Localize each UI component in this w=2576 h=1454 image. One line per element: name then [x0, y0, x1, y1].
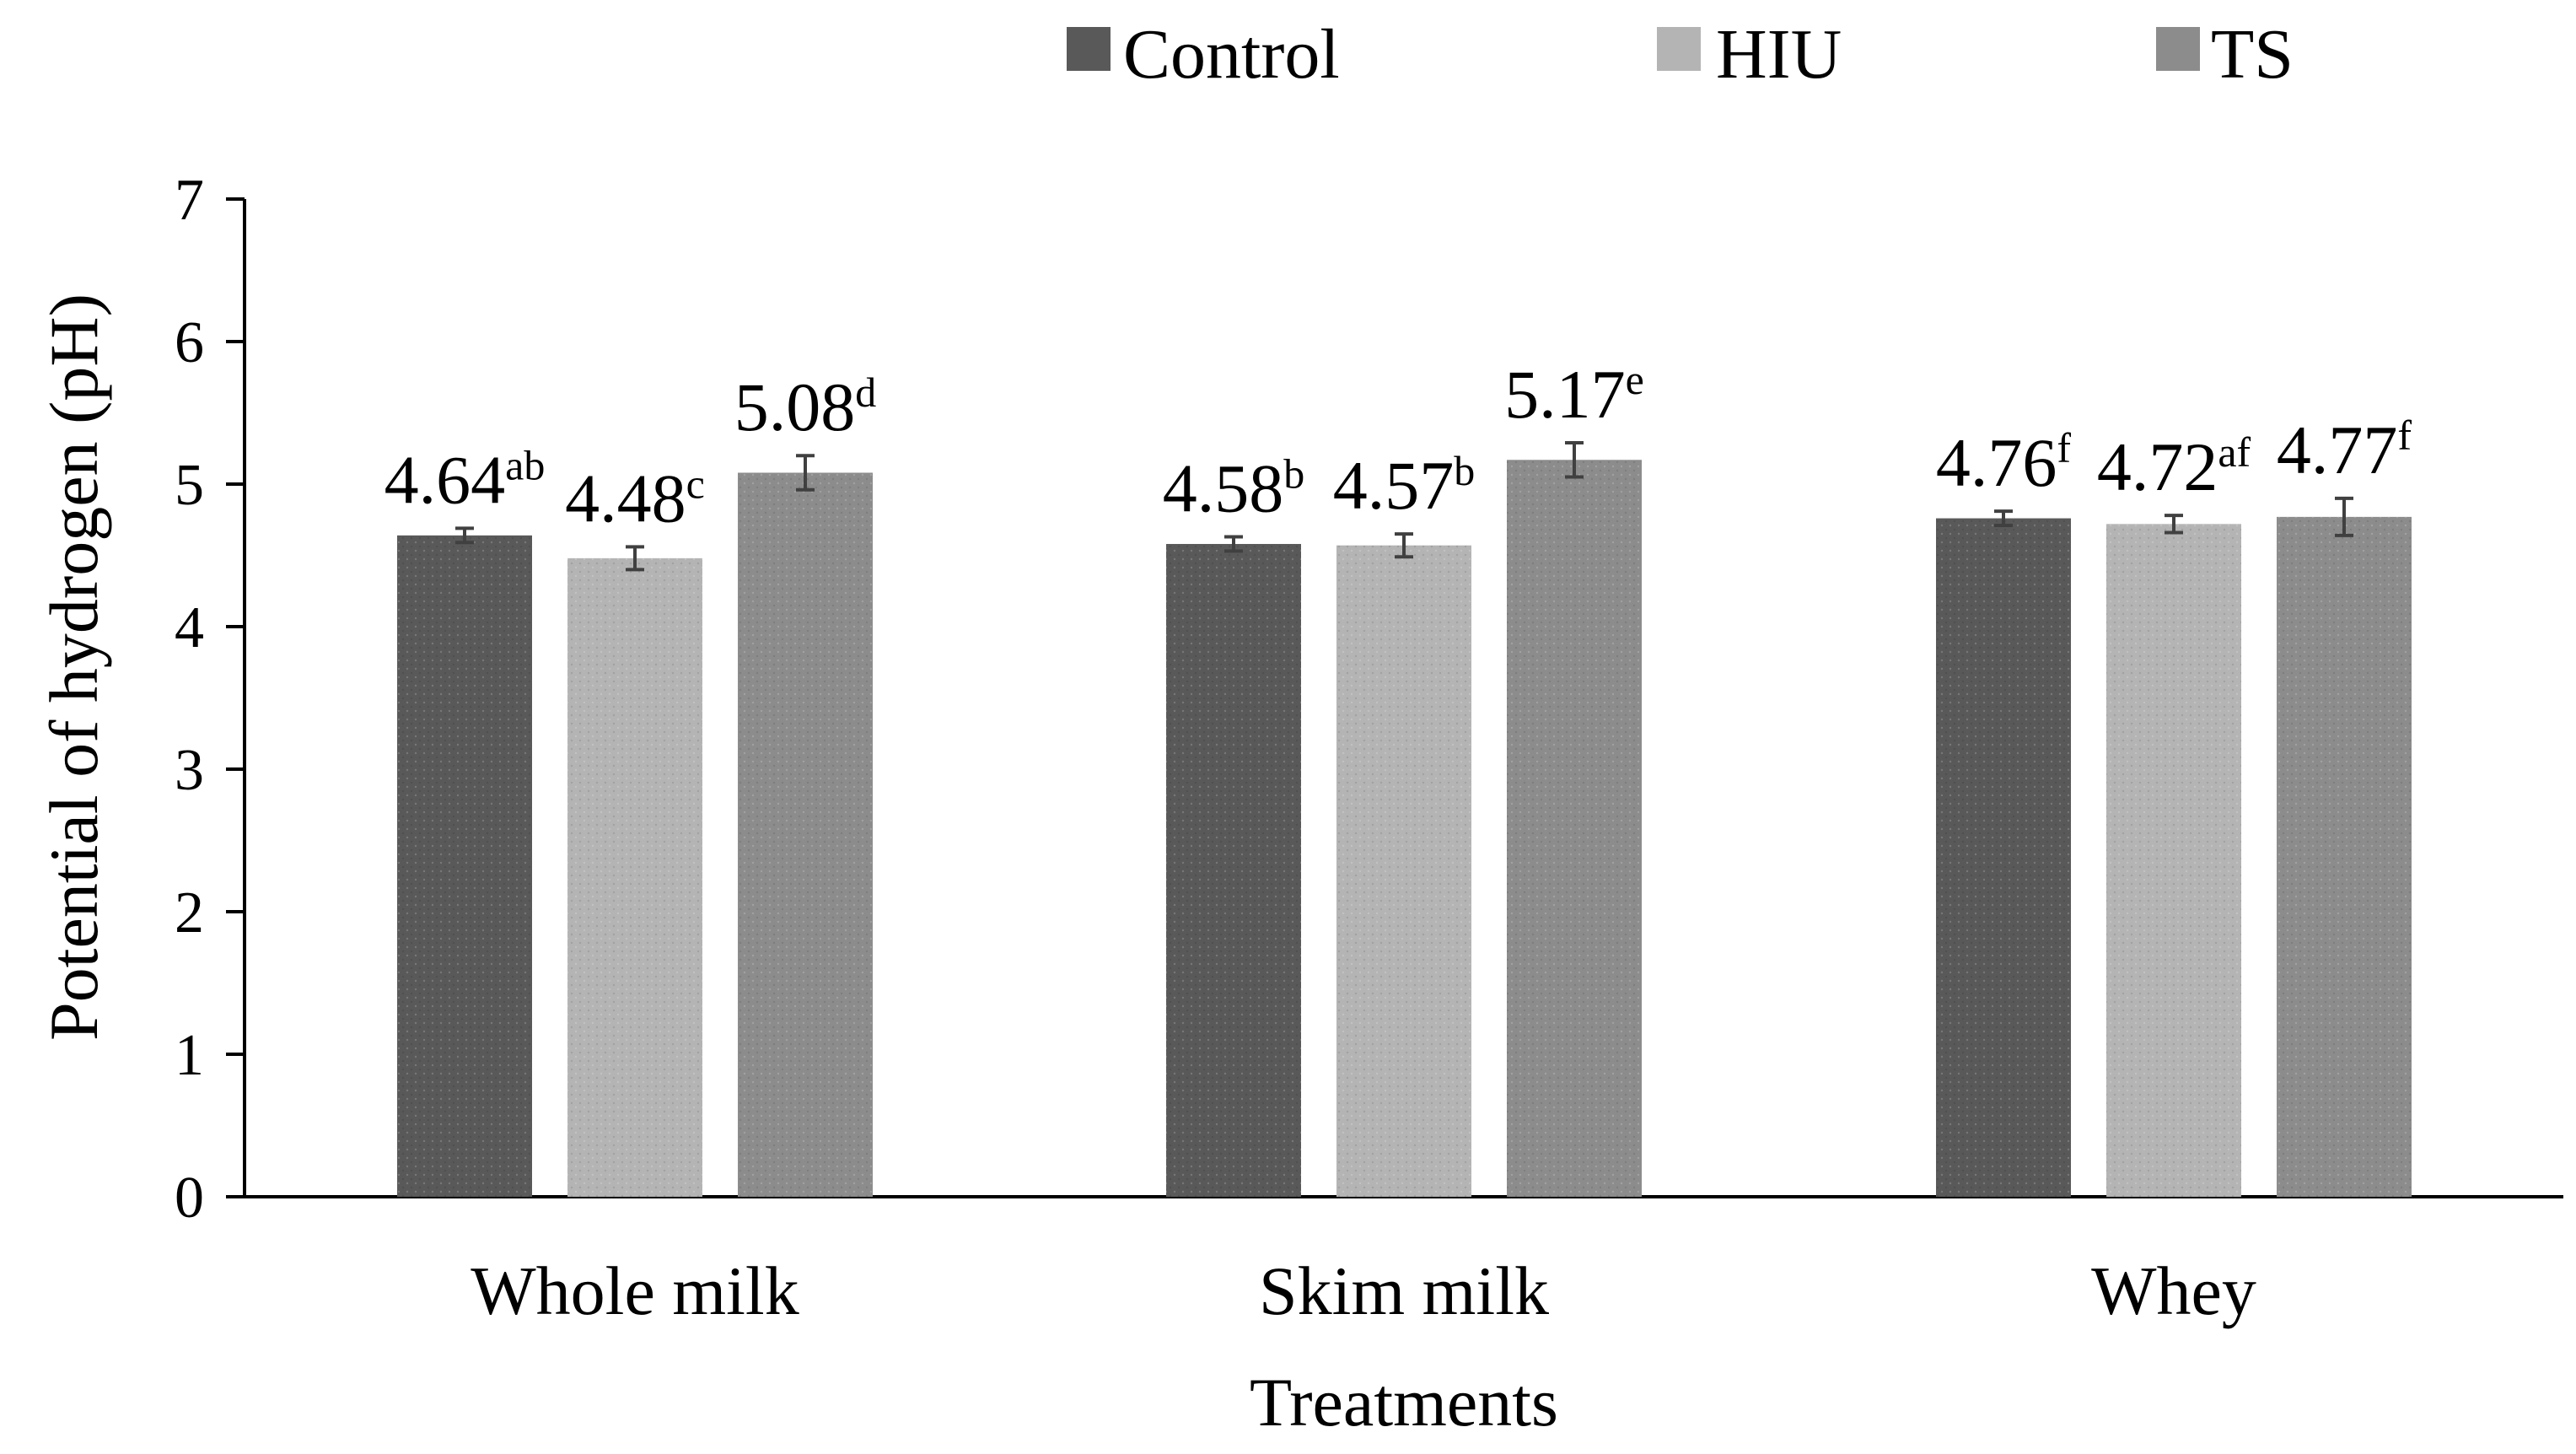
bar-texture	[1936, 518, 2071, 1197]
y-tick-label: 7	[175, 168, 204, 233]
data-label-value: 4.57	[1333, 447, 1455, 524]
y-tick-label: 3	[175, 738, 204, 803]
y-tick-label: 0	[175, 1166, 204, 1231]
data-label-value: 4.64	[385, 441, 506, 518]
data-label-value: 4.76	[1936, 424, 2057, 501]
bar-texture	[738, 472, 873, 1197]
x-category-labels: Whole milk Skim milk Whey	[471, 1252, 2256, 1329]
error-bars	[455, 440, 2353, 572]
y-ticks: 0 1 2 3 4 5 6 7	[175, 168, 245, 1231]
legend: Control HIU TS	[1067, 15, 2294, 94]
data-label-superscript: b	[1283, 450, 1304, 498]
data-label-value: 4.77	[2277, 412, 2398, 488]
data-label-superscript: e	[1626, 356, 1644, 403]
x-category-label: Whey	[2091, 1252, 2256, 1329]
y-tick-label: 6	[175, 310, 204, 375]
data-label-hiu: 4.72af	[2097, 428, 2251, 505]
data-label-ts: 5.17e	[1504, 356, 1644, 433]
y-tick-label: 4	[175, 595, 204, 660]
x-axis-title: Treatments	[1250, 1364, 1558, 1441]
data-label-hiu: 4.57b	[1333, 447, 1476, 524]
x-category-label: Skim milk	[1259, 1252, 1549, 1329]
data-label-control: 4.76f	[1936, 424, 2072, 501]
y-tick-label: 2	[175, 880, 204, 945]
data-label-value: 5.17	[1504, 356, 1626, 433]
data-label-ts: 5.08d	[734, 369, 877, 445]
bars	[397, 460, 2412, 1197]
legend-item-control: Control	[1067, 15, 1340, 94]
data-label-ts: 4.77f	[2277, 412, 2412, 488]
data-label-value: 4.48	[565, 460, 686, 536]
x-category-label: Whole milk	[471, 1252, 799, 1329]
legend-label-ts: TS	[2211, 15, 2294, 94]
y-axis-title: Potential of hydrogen (pH)	[35, 293, 112, 1041]
legend-item-ts: TS	[2156, 15, 2294, 94]
bar-texture	[1507, 460, 1642, 1197]
data-label-superscript: f	[2397, 412, 2412, 459]
bar-texture	[2106, 524, 2241, 1197]
data-label-hiu: 4.48c	[565, 460, 705, 536]
data-label-superscript: f	[2057, 424, 2071, 471]
legend-label-hiu: HIU	[1716, 15, 1842, 94]
y-tick-label: 5	[175, 453, 204, 518]
data-label-superscript: c	[686, 460, 705, 507]
data-label-superscript: ab	[505, 441, 545, 488]
bar-texture	[2277, 516, 2412, 1197]
data-label-superscript: af	[2218, 428, 2251, 476]
data-label-control: 4.64ab	[385, 441, 546, 518]
legend-swatch-hiu	[1657, 27, 1701, 71]
y-tick-label: 1	[175, 1023, 204, 1088]
data-label-value: 4.58	[1163, 450, 1284, 527]
bar-texture	[1336, 545, 1471, 1197]
legend-item-hiu: HIU	[1657, 15, 1842, 94]
data-label-superscript: b	[1454, 447, 1475, 494]
data-label-control: 4.58b	[1163, 450, 1305, 527]
data-label-value: 5.08	[734, 369, 856, 445]
legend-swatch-control	[1067, 27, 1111, 71]
legend-label-control: Control	[1123, 15, 1340, 94]
bar-texture	[1166, 543, 1301, 1197]
data-label-value: 4.72	[2097, 428, 2218, 505]
bar-texture	[397, 535, 532, 1197]
bar-texture	[567, 557, 702, 1197]
data-label-superscript: d	[855, 369, 876, 416]
legend-swatch-ts	[2156, 27, 2200, 71]
